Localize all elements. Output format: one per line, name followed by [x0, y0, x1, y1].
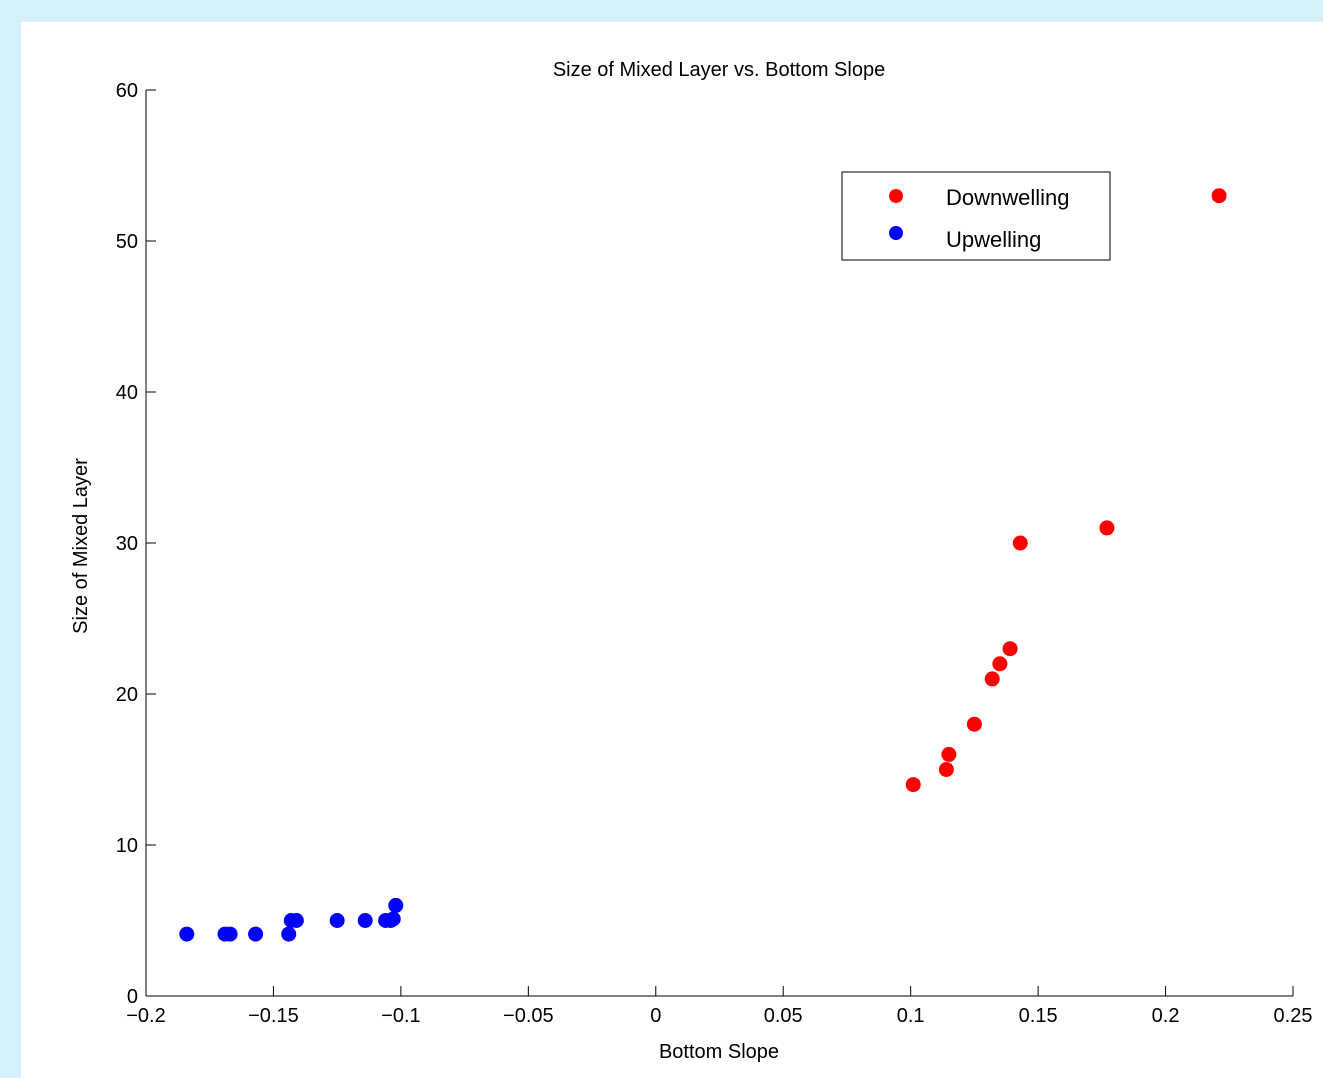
y-tick-label: 0	[127, 986, 138, 1008]
x-axis-label: Bottom Slope	[659, 1041, 779, 1063]
legend-label-downwelling: Downwelling	[946, 185, 1070, 210]
x-tick-label: 0	[650, 1005, 661, 1027]
legend: Downwelling Upwelling	[841, 171, 1111, 261]
legend-box	[841, 171, 1111, 261]
legend-marker-upwelling	[889, 226, 903, 240]
data-point-downwelling	[938, 762, 954, 777]
data-point-upwelling	[329, 913, 345, 928]
chart-title: Size of Mixed Layer vs. Bottom Slope	[553, 59, 885, 81]
x-tick-label: 0.05	[764, 1005, 803, 1027]
y-axis-label: Size of Mixed Layer	[70, 458, 92, 634]
data-point-upwelling	[357, 913, 373, 928]
data-point-downwelling	[905, 777, 921, 793]
y-tick-label: 60	[116, 80, 138, 102]
x-tick-label: 0.15	[1019, 1005, 1058, 1027]
x-tick-label: −0.1	[381, 1005, 420, 1027]
data-point-upwelling	[288, 913, 304, 928]
data-point-downwelling	[941, 746, 957, 762]
x-tick-label: 0.1	[897, 1005, 925, 1027]
data-point-upwelling	[388, 897, 404, 913]
data-point-upwelling	[222, 926, 238, 942]
y-ticks: 0 10 20 30 40 50 60	[116, 80, 156, 1008]
x-tick-label: 0.25	[1274, 1005, 1313, 1027]
data-point-downwelling	[992, 656, 1008, 672]
data-point-downwelling	[1002, 641, 1018, 657]
x-tick-label: −0.15	[248, 1005, 299, 1027]
x-tick-label: −0.05	[503, 1005, 554, 1027]
data-point-upwelling	[248, 926, 264, 942]
y-tick-label: 50	[116, 231, 138, 253]
data-point-downwelling	[966, 716, 982, 732]
x-tick-label: −0.2	[126, 1005, 165, 1027]
plot-area	[146, 90, 1293, 996]
y-tick-label: 20	[116, 684, 138, 706]
legend-label-upwelling: Upwelling	[946, 227, 1041, 252]
x-ticks: −0.2 −0.15 −0.1 −0.05 0 0.05 0.1 0.15 0.2 0.25	[126, 986, 1312, 1027]
x-tick-label: 0.2	[1152, 1005, 1180, 1027]
data-point-upwelling	[179, 926, 195, 942]
data-point-downwelling	[1012, 535, 1028, 551]
data-points	[179, 188, 1227, 942]
y-tick-label: 30	[116, 533, 138, 555]
data-point-upwelling	[281, 926, 297, 942]
y-tick-label: 40	[116, 382, 138, 404]
data-point-downwelling	[1211, 188, 1227, 204]
legend-marker-downwelling	[889, 189, 903, 203]
y-tick-label: 10	[116, 835, 138, 857]
data-point-downwelling	[984, 671, 1000, 687]
data-point-downwelling	[1099, 520, 1115, 536]
data-point-upwelling	[385, 911, 401, 927]
